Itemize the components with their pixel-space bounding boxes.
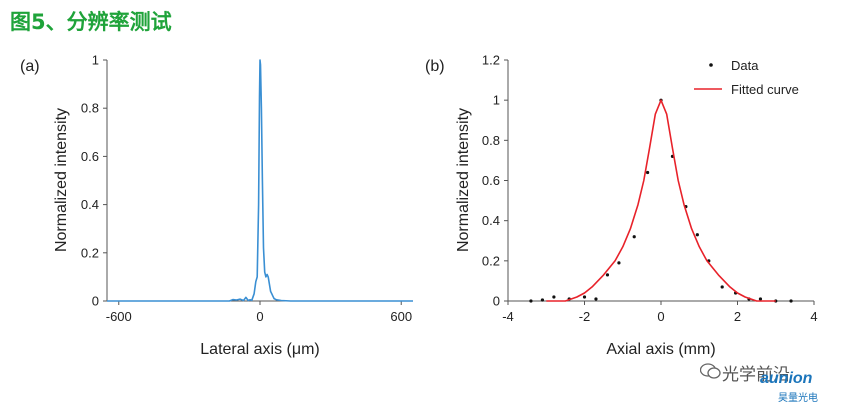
panel-a-y-axis-title: Normalized intensity xyxy=(53,108,70,252)
x-tick-label: 0 xyxy=(256,309,263,324)
data-point xyxy=(720,285,724,289)
wechat-icon xyxy=(700,363,721,379)
watermark-logo-sub: 昊量光电 xyxy=(778,393,818,404)
y-tick-label: 0.2 xyxy=(482,253,500,268)
panel-b: (b) 0 0.2 0.4 0.6 0.8 1 1.2 -4 -2 0 2 4 Axial axis… xyxy=(425,53,818,359)
x-tick-label: -600 xyxy=(106,309,132,324)
panel-a-label: (a) xyxy=(20,58,40,75)
data-point xyxy=(789,299,793,303)
y-tick-label: 0 xyxy=(92,294,99,309)
y-tick-label: 0.8 xyxy=(81,101,99,116)
data-point xyxy=(582,295,587,299)
x-tick-label: 600 xyxy=(390,309,412,324)
y-tick-label: 0.6 xyxy=(81,149,99,164)
x-tick-label: 0 xyxy=(657,309,664,324)
legend-data-marker xyxy=(709,63,713,67)
panel-a: (a) 0 0.2 0.4 0.6 0.8 1 -600 0 600 Lateral axis… xyxy=(20,53,413,358)
x-tick-label: 4 xyxy=(810,309,817,324)
x-tick-label: -2 xyxy=(579,309,591,324)
data-point xyxy=(529,299,533,303)
intensity-profile-line xyxy=(107,59,413,302)
panel-b-legend: Data Fitted curve xyxy=(694,58,799,97)
data-point xyxy=(646,170,650,175)
y-tick-label: 0.4 xyxy=(81,197,99,212)
legend-fit-label: Fitted curve xyxy=(731,82,799,97)
y-tick-label: 1 xyxy=(92,53,99,68)
panel-b-y-axis-title: Normalized intensity xyxy=(455,108,472,252)
panel-b-label: (b) xyxy=(425,58,445,75)
watermark-account: 光学前沿 xyxy=(722,365,790,385)
watermark-logo: aunion xyxy=(760,370,813,387)
y-tick-label: 0.8 xyxy=(482,133,500,148)
data-point xyxy=(758,297,763,301)
x-tick-label: -4 xyxy=(502,309,514,324)
data-point xyxy=(552,295,556,299)
x-tick-label: 2 xyxy=(734,309,741,324)
y-tick-label: 0 xyxy=(493,294,500,309)
data-point xyxy=(540,298,545,302)
data-point xyxy=(617,261,621,265)
data-point xyxy=(605,273,610,277)
data-point xyxy=(594,297,598,301)
data-point xyxy=(695,233,699,237)
y-tick-label: 0.4 xyxy=(482,213,500,228)
fitted-curve-line xyxy=(546,99,776,302)
y-tick-label: 0.2 xyxy=(81,245,99,260)
y-tick-label: 0.6 xyxy=(482,173,500,188)
panel-b-x-axis-title: Axial axis (mm) xyxy=(606,341,715,358)
y-tick-label: 1.2 xyxy=(482,53,500,68)
y-tick-label: 1 xyxy=(493,93,500,108)
legend-data-label: Data xyxy=(731,58,759,73)
panel-a-x-axis-title: Lateral axis (μm) xyxy=(200,341,319,358)
figure-heading: 图5、分辨率测试 xyxy=(10,10,172,34)
data-point xyxy=(632,235,636,239)
